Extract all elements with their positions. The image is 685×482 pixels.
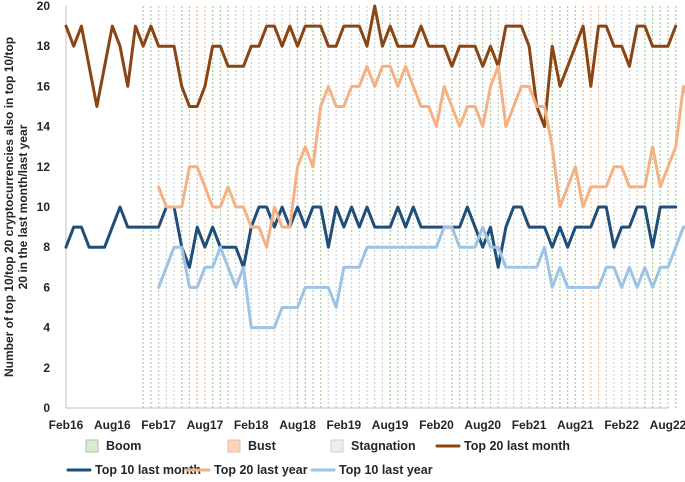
x-tick-label: Aug17	[187, 418, 224, 432]
series-line-top-10-last-year	[157, 225, 685, 330]
x-tick-label: Feb16	[49, 418, 84, 432]
legend-top-20-last-year: Top 20 last year	[185, 463, 308, 477]
legend-top-10-last-year: Top 10 last year	[310, 463, 433, 477]
y-tick-label: 16	[37, 79, 51, 93]
legend-top-10-last-month: Top 10 last month	[66, 463, 201, 477]
y-tick-label: 14	[37, 120, 51, 134]
y-tick-label: 12	[37, 160, 51, 174]
y-tick-label: 20	[37, 0, 51, 13]
y-tick-label: 4	[43, 321, 50, 335]
y-axis-title-line: 20 in the last month/last year	[16, 124, 30, 289]
y-axis-title-line: Number of top 10/top 20 cryptocurrencies…	[2, 37, 16, 377]
legend-boom: Boom	[85, 439, 141, 453]
series-lines	[64, 4, 685, 330]
legend-boom-label: Boom	[106, 439, 141, 453]
legend-stagnation: Stagnation	[330, 439, 416, 453]
x-tick-label: Feb20	[419, 418, 454, 432]
legend-bust: Bust	[227, 439, 277, 453]
series-line-top-20-last-month	[64, 4, 678, 129]
legend-top-20-last-year-label: Top 20 last year	[214, 463, 308, 477]
x-tick-label: Aug16	[94, 418, 131, 432]
legend-bust-label: Bust	[248, 439, 277, 453]
axes	[65, 6, 668, 409]
x-tick-label: Aug18	[279, 418, 316, 432]
legend-top-20-last-month-label: Top 20 last month	[464, 439, 570, 453]
y-tick-label: 18	[37, 39, 51, 53]
y-axis-label: Number of top 10/top 20 cryptocurrencies…	[2, 37, 30, 377]
legend-top-10-last-year-label: Top 10 last year	[339, 463, 433, 477]
x-tick-label: Aug22	[650, 418, 685, 432]
tick-labels: 0 2 4 6 8 10 12 14 16 18 20 Feb16 Aug16 Feb17 Aug17 Feb…	[37, 0, 685, 432]
series-line-top-10-last-month	[64, 205, 678, 269]
regime-stripes	[142, 6, 677, 408]
legend-stagnation-label: Stagnation	[351, 439, 416, 453]
x-tick-label: Feb19	[327, 418, 362, 432]
y-tick-label: 8	[43, 240, 50, 254]
legend: Boom Bust Stagnation Top 20 last month Top 1…	[66, 439, 570, 477]
legend-boom-swatch	[85, 439, 99, 453]
x-tick-label: Feb17	[141, 418, 176, 432]
x-tick-label: Feb18	[234, 418, 269, 432]
legend-bust-swatch	[227, 439, 241, 453]
y-axis-title: Number of top 10/top 20 cryptocurrencies…	[2, 37, 30, 377]
series-line-top-20-last-year	[157, 64, 685, 249]
legend-top-20-last-month: Top 20 last month	[435, 439, 570, 453]
x-tick-label: Feb21	[512, 418, 547, 432]
x-tick-label: Aug21	[557, 418, 594, 432]
legend-stagnation-swatch	[330, 439, 344, 453]
legend-top-10-last-month-label: Top 10 last month	[95, 463, 201, 477]
y-tick-label: 6	[43, 280, 50, 294]
x-tick-label: Feb22	[604, 418, 639, 432]
y-tick-label: 10	[37, 200, 51, 214]
x-tick-label: Aug19	[372, 418, 409, 432]
y-tick-label: 2	[43, 361, 50, 375]
y-tick-label: 0	[43, 401, 50, 415]
x-tick-label: Aug20	[464, 418, 501, 432]
